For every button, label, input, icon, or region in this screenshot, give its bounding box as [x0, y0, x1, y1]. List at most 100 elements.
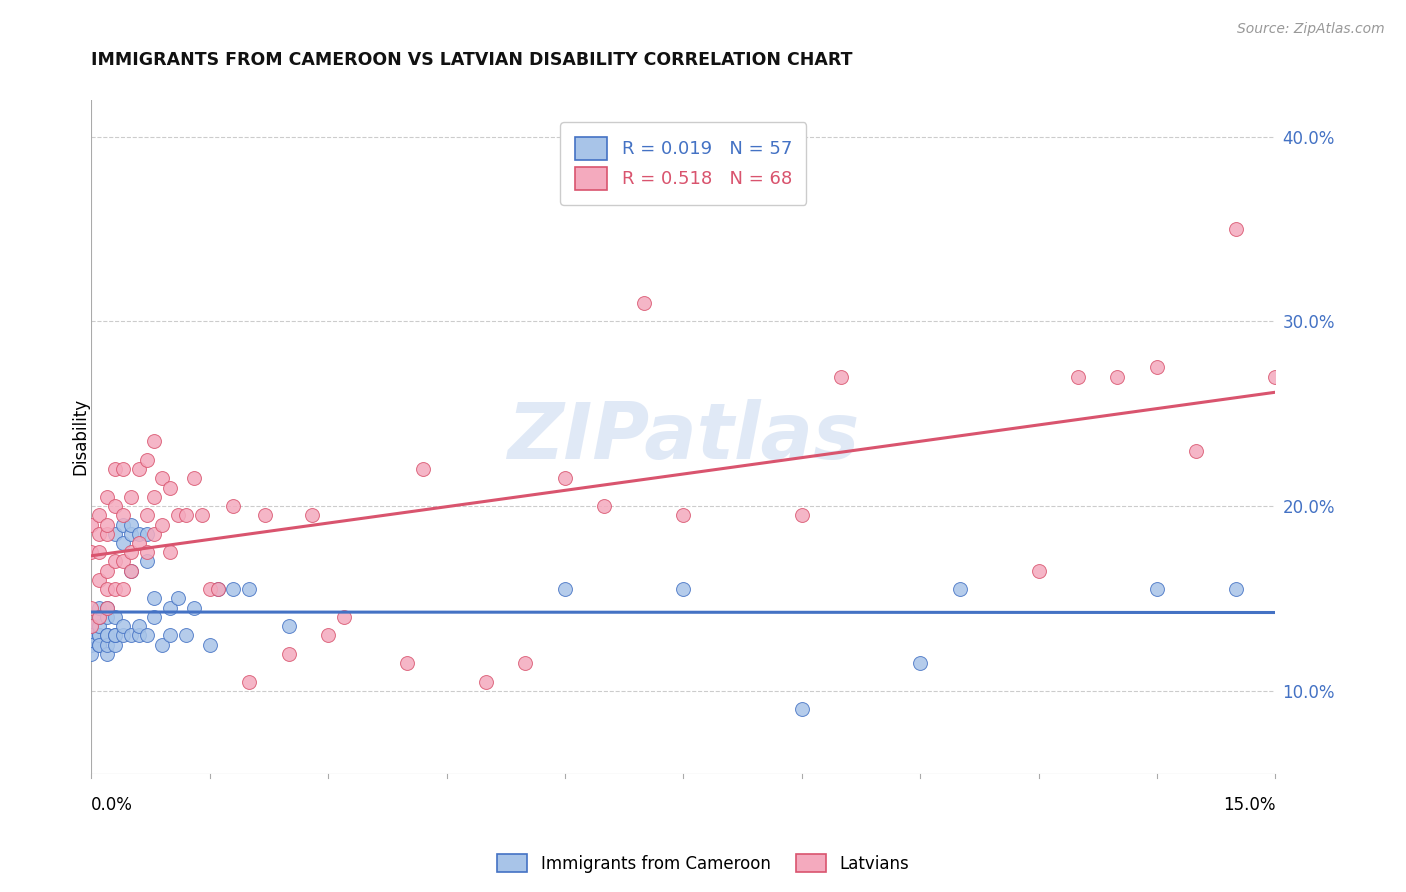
Point — [80, 545, 103, 559]
Point — [96, 517, 118, 532]
Point — [174, 628, 197, 642]
Point — [80, 619, 103, 633]
Point — [135, 545, 157, 559]
Point — [111, 508, 134, 523]
Point — [96, 628, 118, 642]
Point — [238, 674, 260, 689]
Point — [80, 600, 103, 615]
Point — [89, 638, 111, 652]
Point — [89, 600, 111, 615]
Text: 0.0%: 0.0% — [91, 797, 134, 814]
Point — [96, 647, 118, 661]
Point — [120, 490, 142, 504]
Point — [80, 517, 103, 532]
Point — [191, 508, 214, 523]
Point — [198, 638, 221, 652]
Point — [301, 508, 323, 523]
Point — [1028, 564, 1050, 578]
Point — [128, 536, 150, 550]
Point — [159, 600, 181, 615]
Point — [89, 545, 111, 559]
Point — [143, 610, 166, 624]
Point — [159, 545, 181, 559]
Point — [1146, 360, 1168, 375]
Point — [89, 508, 111, 523]
Point — [104, 628, 127, 642]
Point — [135, 628, 157, 642]
Point — [143, 490, 166, 504]
Point — [515, 656, 537, 670]
Point — [104, 638, 127, 652]
Point — [111, 619, 134, 633]
Point — [554, 471, 576, 485]
Point — [96, 610, 118, 624]
Point — [96, 490, 118, 504]
Point — [830, 369, 852, 384]
Point — [104, 462, 127, 476]
Point — [96, 564, 118, 578]
Point — [316, 628, 339, 642]
Point — [238, 582, 260, 597]
Y-axis label: Disability: Disability — [72, 398, 89, 475]
Point — [672, 508, 695, 523]
Point — [111, 462, 134, 476]
Point — [143, 591, 166, 606]
Point — [150, 471, 173, 485]
Point — [89, 628, 111, 642]
Point — [128, 619, 150, 633]
Point — [207, 582, 229, 597]
Point — [672, 582, 695, 597]
Text: IMMIGRANTS FROM CAMEROON VS LATVIAN DISABILITY CORRELATION CHART: IMMIGRANTS FROM CAMEROON VS LATVIAN DISA… — [91, 51, 853, 70]
Point — [120, 526, 142, 541]
Point — [96, 638, 118, 652]
Point — [908, 656, 931, 670]
Point — [128, 462, 150, 476]
Point — [104, 628, 127, 642]
Point — [80, 619, 103, 633]
Point — [1067, 369, 1090, 384]
Point — [222, 499, 245, 513]
Point — [104, 582, 127, 597]
Point — [207, 582, 229, 597]
Point — [150, 517, 173, 532]
Point — [96, 600, 118, 615]
Point — [135, 554, 157, 568]
Point — [80, 647, 103, 661]
Point — [396, 656, 419, 670]
Point — [790, 702, 813, 716]
Point — [96, 600, 118, 615]
Point — [120, 564, 142, 578]
Point — [80, 628, 103, 642]
Point — [89, 638, 111, 652]
Text: ZIPatlas: ZIPatlas — [508, 399, 859, 475]
Point — [135, 526, 157, 541]
Point — [159, 628, 181, 642]
Point — [277, 619, 299, 633]
Point — [80, 638, 103, 652]
Point — [475, 674, 498, 689]
Point — [412, 462, 434, 476]
Point — [104, 554, 127, 568]
Point — [1146, 582, 1168, 597]
Point — [120, 517, 142, 532]
Point — [593, 499, 616, 513]
Point — [1185, 443, 1208, 458]
Point — [111, 554, 134, 568]
Point — [111, 582, 134, 597]
Point — [89, 573, 111, 587]
Point — [167, 591, 190, 606]
Point — [120, 628, 142, 642]
Point — [143, 434, 166, 449]
Point — [96, 526, 118, 541]
Legend: Immigrants from Cameroon, Latvians: Immigrants from Cameroon, Latvians — [491, 847, 915, 880]
Point — [790, 508, 813, 523]
Point — [111, 536, 134, 550]
Point — [1264, 369, 1286, 384]
Point — [89, 610, 111, 624]
Point — [96, 582, 118, 597]
Point — [150, 638, 173, 652]
Point — [120, 545, 142, 559]
Point — [111, 517, 134, 532]
Point — [554, 582, 576, 597]
Point — [128, 526, 150, 541]
